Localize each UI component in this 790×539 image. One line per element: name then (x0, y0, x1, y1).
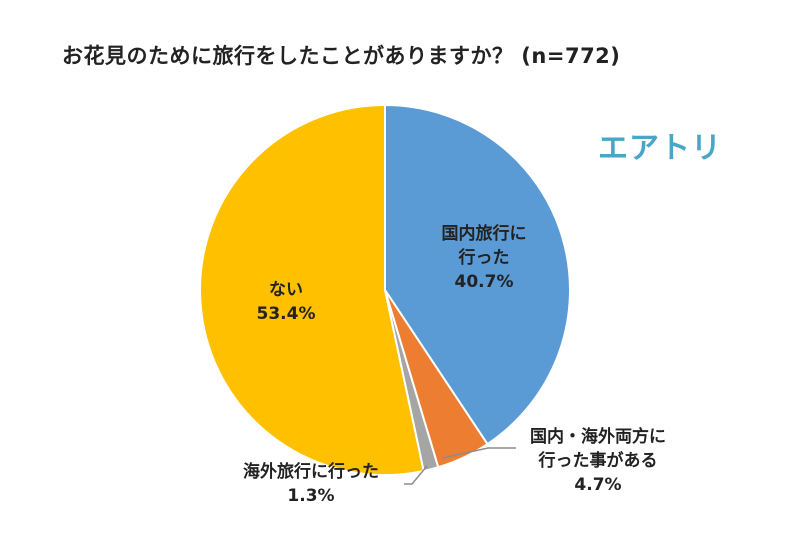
brand-logo: エアトリ (598, 131, 722, 166)
slice-label-2: 海外旅行に行った 1.3% (243, 460, 379, 508)
slice-label-0-line-1: 行った (458, 248, 510, 268)
leader-line-1 (441, 447, 516, 459)
slice-label-3-line-0: ない (268, 280, 303, 300)
slice-label-3: ない 53.4% (257, 278, 316, 326)
slice-label-1-line-2: 4.7% (574, 475, 622, 495)
chart-title: お花見のために旅行をしたことがありますか？ (n=772) (62, 44, 621, 68)
slice-label-1-line-0: 国内・海外両方に (530, 427, 666, 447)
leader-line-2 (404, 465, 428, 485)
slice-label-2-line-0: 海外旅行に行った (243, 462, 379, 482)
slice-label-0-line-0: 国内旅行に (441, 224, 527, 244)
slice-label-0: 国内旅行に行った 40.7% (442, 222, 527, 294)
slice-label-0-line-2: 40.7% (454, 272, 514, 292)
pie-slice-3 (199, 104, 425, 476)
slice-label-3-line-1: 53.4% (256, 304, 316, 324)
slice-label-2-line-1: 1.3% (287, 486, 335, 506)
slice-label-1: 国内・海外両方に 行った事がある 4.7% (530, 425, 666, 497)
slice-label-1-line-1: 行った事がある (538, 451, 658, 471)
